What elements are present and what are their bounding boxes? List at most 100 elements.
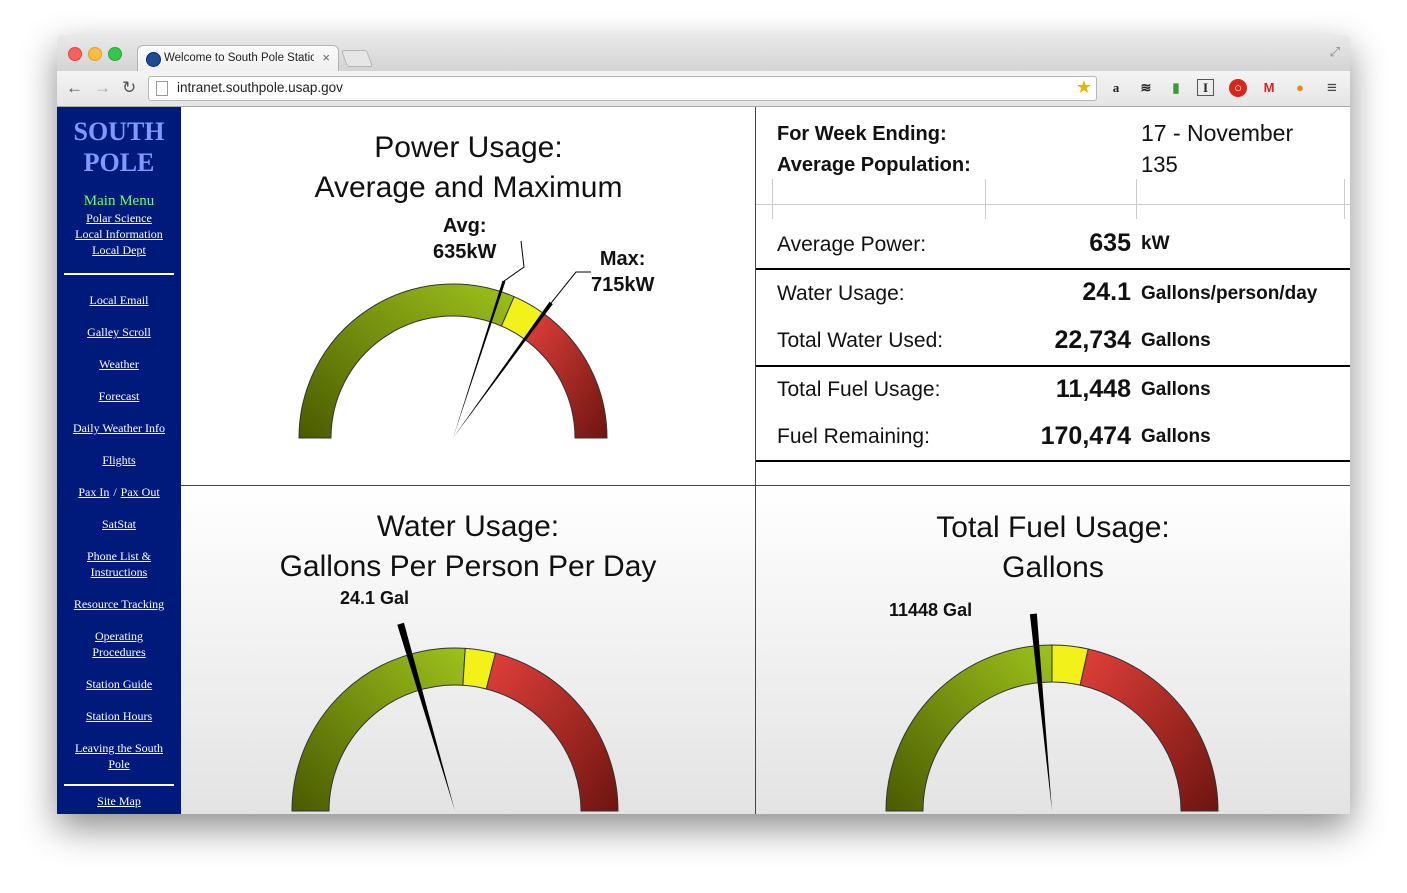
fuel-title-line-1: Total Fuel Usage: — [936, 511, 1170, 544]
link-galley-scroll[interactable]: Galley Scroll — [87, 325, 151, 339]
average-power-unit: kW — [1141, 233, 1170, 254]
favicon-icon — [146, 52, 161, 67]
logo-line-2: POLE — [83, 148, 155, 177]
link-local-dept[interactable]: Local Dept — [92, 243, 146, 257]
power-max-value: 715kW — [591, 274, 655, 296]
table-rule — [1136, 179, 1137, 219]
power-gauge — [298, 240, 608, 439]
fuel-title: Total Fuel Usage: Gallons — [756, 508, 1350, 588]
population-label: Average Population: — [777, 154, 971, 176]
browser-tab[interactable]: Welcome to South Pole Statio × — [137, 45, 339, 72]
week-ending-value: 17 - November — [1141, 120, 1294, 146]
page-icon — [156, 81, 168, 96]
url-text[interactable]: intranet.southpole.usap.gov — [177, 80, 343, 95]
power-avg-caption: Avg: — [442, 215, 487, 237]
water-gauge — [291, 622, 619, 812]
close-window-button[interactable] — [68, 47, 82, 61]
fuel-usage-value: 11,448 — [1055, 375, 1131, 403]
back-button[interactable]: ← — [66, 78, 83, 97]
link-satstat[interactable]: SatStat — [101, 517, 136, 531]
average-power-value: 635 — [1089, 229, 1131, 257]
sidebar-divider — [64, 273, 174, 275]
table-rule — [772, 179, 773, 219]
power-title: Power Usage: Average and Maximum — [181, 128, 756, 208]
sidebar-divider-bottom — [64, 784, 174, 786]
week-ending-label: For Week Ending: — [777, 123, 947, 145]
amazon-extension-icon[interactable]: a — [1112, 80, 1120, 95]
south-pole-logo[interactable]: SOUTH POLE — [57, 116, 181, 178]
total-water-label: Total Water Used: — [777, 329, 944, 352]
leaving-line-1: Leaving the South — [75, 741, 163, 755]
table-divider — [756, 268, 1350, 270]
browser-toolbar: ← → ↻ intranet.southpole.usap.gov ★ a ≋ … — [57, 71, 1350, 107]
power-max-label: Max: 715kW — [591, 246, 654, 298]
evernote-extension-icon[interactable]: ▮ — [1172, 80, 1180, 95]
fuel-remaining-unit: Gallons — [1141, 426, 1211, 447]
adblock-extension-icon[interactable]: ○ — [1229, 79, 1247, 97]
layers-extension-icon[interactable]: ≋ — [1140, 80, 1152, 95]
phone-list-line-1: Phone List & — [86, 549, 151, 563]
water-title: Water Usage: Gallons Per Person Per Day — [181, 507, 755, 587]
menu-icon[interactable]: ≡ — [1327, 78, 1337, 97]
new-tab-button[interactable] — [340, 50, 374, 67]
power-gauge-red-zone — [524, 312, 608, 439]
link-station-guide[interactable]: Station Guide — [85, 677, 153, 691]
fuel-needle-label: 11448 Gal — [889, 600, 973, 620]
link-weather[interactable]: Weather — [99, 357, 139, 371]
water-usage-label: Water Usage: — [777, 282, 905, 305]
water-usage-value: 24.1 — [1082, 278, 1131, 306]
link-operating-procedures[interactable]: Operating Procedures — [92, 629, 145, 659]
power-max-caption: Max: — [599, 248, 646, 270]
instapaper-extension-icon[interactable]: I — [1197, 79, 1214, 96]
fuel-remaining-label: Fuel Remaining: — [777, 425, 930, 448]
power-avg-value: 635kW — [433, 241, 497, 263]
link-polar-science[interactable]: Polar Science — [86, 211, 152, 225]
zoom-window-button[interactable] — [108, 47, 122, 61]
total-water-unit: Gallons — [1141, 330, 1211, 351]
fuel-title-line-2: Gallons — [1002, 551, 1104, 584]
operating-line-2: Procedures — [92, 645, 146, 659]
link-local-information[interactable]: Local Information — [75, 227, 163, 241]
link-station-hours[interactable]: Station Hours — [85, 709, 153, 723]
bookmark-star-icon[interactable]: ★ — [1075, 77, 1092, 97]
link-flights[interactable]: Flights — [102, 453, 136, 467]
link-daily-weather-info[interactable]: Daily Weather Info — [72, 421, 166, 435]
link-local-email[interactable]: Local Email — [89, 293, 149, 307]
link-pax-in[interactable]: Pax In — [78, 485, 110, 499]
phone-list-line-2: Instructions — [90, 565, 148, 579]
forward-button[interactable]: → — [94, 78, 111, 97]
water-needle-label: 24.1 Gal — [340, 588, 410, 608]
table-rule — [756, 204, 1350, 205]
link-forecast[interactable]: Forecast — [98, 389, 140, 403]
gmail-extension-icon[interactable]: M — [1263, 80, 1275, 95]
water-usage-panel: Water Usage: Gallons Per Person Per Day … — [181, 486, 755, 814]
link-pax-out[interactable]: Pax Out — [120, 485, 160, 499]
browser-window: Welcome to South Pole Statio × ⤢ ← → ↻ i… — [57, 35, 1350, 814]
pax-separator: / — [113, 485, 117, 499]
tab-title: Welcome to South Pole Statio — [164, 52, 314, 64]
link-phone-list[interactable]: Phone List & Instructions — [87, 549, 151, 579]
minimize-window-button[interactable] — [88, 47, 102, 61]
address-bar[interactable]: intranet.southpole.usap.gov ★ — [148, 76, 1097, 101]
link-leaving-south-pole[interactable]: Leaving the South Pole — [75, 741, 163, 771]
cookie-extension-icon[interactable]: ● — [1296, 80, 1304, 95]
link-site-map[interactable]: Site Map — [97, 794, 141, 808]
table-divider — [756, 365, 1350, 367]
tab-close-icon[interactable]: × — [322, 50, 330, 65]
panel-divider-vertical — [755, 107, 756, 814]
water-gauge-red-zone — [485, 652, 619, 812]
power-max-needle-leader — [550, 271, 591, 304]
fullscreen-icon[interactable]: ⤢ — [1329, 44, 1340, 59]
power-title-line-2: Average and Maximum — [314, 171, 623, 204]
population-value: 135 — [1141, 152, 1178, 177]
average-power-label: Average Power: — [777, 233, 927, 256]
top-links: Polar Science Local Information Local De… — [57, 210, 181, 258]
link-resource-tracking[interactable]: Resource Tracking — [73, 597, 165, 611]
title-bar: Welcome to South Pole Statio × ⤢ — [57, 35, 1350, 72]
power-title-line-1: Power Usage: — [374, 131, 563, 164]
main-content: Power Usage: Average and Maximum Avg: 63… — [181, 107, 1350, 814]
table-divider — [756, 460, 1350, 462]
main-links: Local Email Galley Scroll Weather Foreca… — [57, 292, 181, 772]
reload-button[interactable]: ↻ — [122, 78, 137, 97]
fuel-gauge-green-zone — [885, 644, 1053, 812]
